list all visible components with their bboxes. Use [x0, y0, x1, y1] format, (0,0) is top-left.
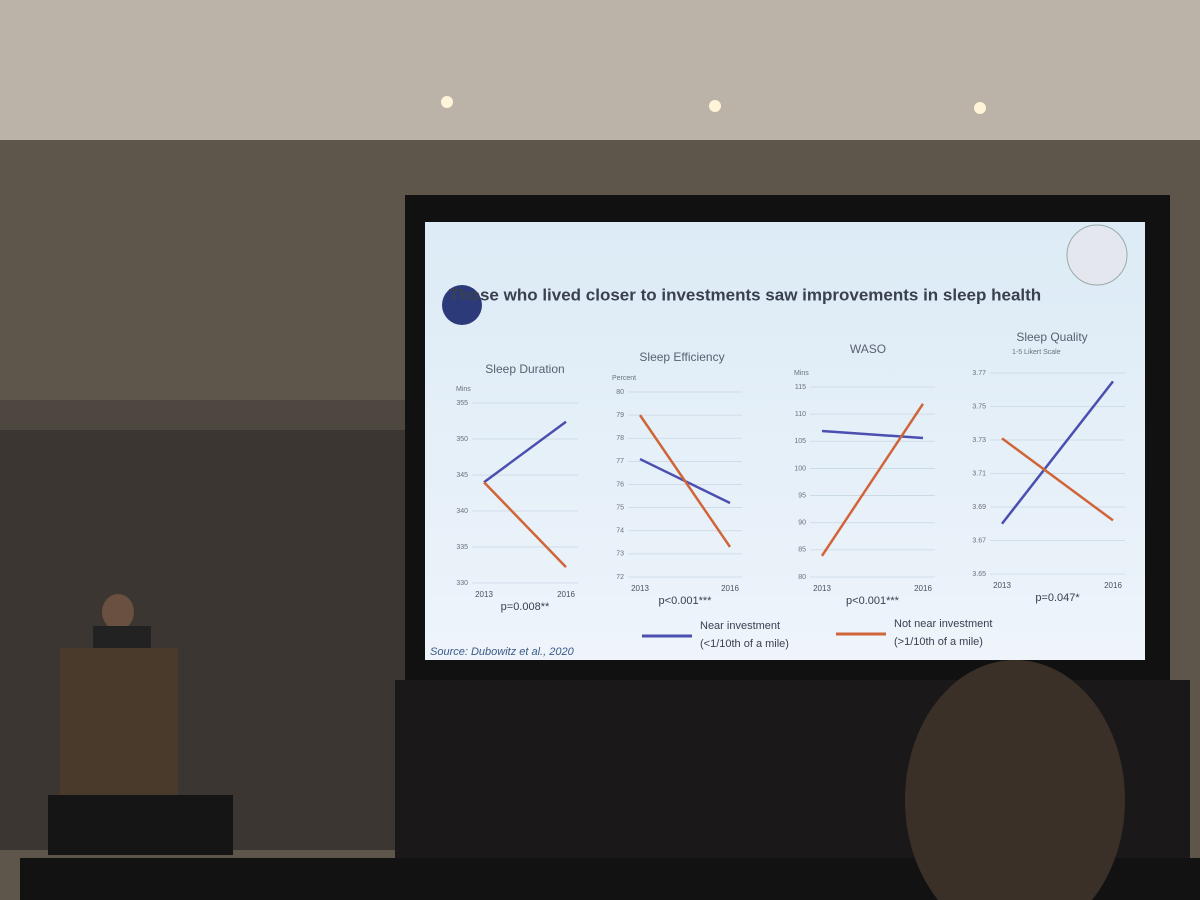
x-tick-label: 2016: [721, 584, 739, 593]
y-tick-label: 3.75: [972, 403, 986, 410]
slide: [425, 222, 1145, 660]
y-tick-label: 73: [616, 551, 624, 558]
slide-title: Those who lived closer to investments sa…: [449, 285, 1041, 304]
y-tick-label: 355: [456, 400, 468, 407]
y-tick-label: 95: [798, 492, 806, 499]
series-line: [821, 429, 924, 440]
light: [974, 102, 986, 114]
y-tick-label: 72: [616, 574, 624, 581]
series-line: [1001, 437, 1114, 522]
light: [441, 96, 453, 108]
annotation: p=0.008**: [501, 601, 550, 613]
x-tick-label: 2016: [1104, 581, 1122, 590]
y-tick-label: 345: [456, 472, 468, 479]
projector: [48, 795, 233, 855]
legend-detail: (>1/10th of a mile): [894, 636, 983, 648]
chart-title: WASO: [850, 342, 886, 356]
series-line: [638, 414, 732, 548]
y-tick-label: 76: [616, 481, 624, 488]
y-tick-label: 115: [795, 384, 806, 391]
y-tick-label: 78: [616, 435, 624, 442]
series-line: [483, 420, 567, 484]
y-tick-label: 3.69: [972, 504, 986, 511]
x-tick-label: 2016: [914, 584, 932, 593]
ceiling: [0, 0, 1200, 140]
chart-subtitle: 1-5 Likert Scale: [1012, 349, 1061, 356]
laptop: [93, 626, 151, 648]
annotation: p=0.047*: [1035, 592, 1080, 604]
y-tick-label: 3.65: [972, 571, 986, 578]
y-axis-label: Percent: [612, 375, 636, 382]
y-tick-label: 77: [616, 458, 624, 465]
icon: [1066, 224, 1128, 286]
y-tick-label: 3.71: [972, 470, 986, 477]
x-tick-label: 2013: [631, 584, 649, 593]
source: Source: Dubowitz et al., 2020: [430, 646, 575, 658]
x-tick-label: 2013: [993, 581, 1011, 590]
annotation: p<0.001***: [846, 595, 900, 607]
y-tick-label: 330: [456, 580, 468, 587]
x-tick-label: 2013: [813, 584, 831, 593]
y-tick-label: 80: [616, 389, 624, 396]
y-tick-label: 3.67: [972, 537, 986, 544]
x-tick-label: 2013: [475, 590, 493, 599]
y-tick-label: 340: [456, 508, 468, 515]
x-tick-label: 2016: [557, 590, 575, 599]
wall-band: [0, 400, 410, 430]
y-tick-label: 80: [798, 574, 806, 581]
y-tick-label: 79: [616, 412, 624, 419]
audience-head: [905, 660, 1125, 900]
y-tick-label: 74: [616, 528, 624, 535]
speaker: [102, 594, 134, 630]
legend-label: Not near investment: [894, 618, 992, 630]
y-tick-label: 105: [794, 438, 806, 445]
annotation: p<0.001***: [659, 595, 713, 607]
y-tick-label: 100: [794, 465, 806, 472]
y-tick-label: 350: [456, 436, 468, 443]
chart-title: Sleep Duration: [485, 362, 564, 376]
y-tick-label: 3.77: [972, 370, 986, 377]
chart-title: Sleep Quality: [1016, 330, 1087, 344]
y-axis-label: Mins: [794, 370, 809, 377]
series-line: [820, 403, 925, 557]
y-tick-label: 110: [795, 411, 806, 418]
legend-detail: (<1/10th of a mile): [700, 638, 789, 650]
y-tick-label: 3.73: [972, 437, 986, 444]
series-line: [483, 481, 567, 569]
y-tick-label: 75: [616, 504, 624, 511]
y-tick-label: 90: [798, 520, 806, 527]
chart-title: Sleep Efficiency: [639, 350, 724, 364]
light: [709, 100, 721, 112]
y-tick-label: 85: [798, 547, 806, 554]
podium: [60, 648, 178, 798]
y-tick-label: 335: [456, 544, 468, 551]
y-axis-label: Mins: [456, 386, 471, 393]
series-line: [1001, 380, 1114, 525]
legend-label: Near investment: [700, 620, 780, 632]
logo: [442, 285, 482, 325]
